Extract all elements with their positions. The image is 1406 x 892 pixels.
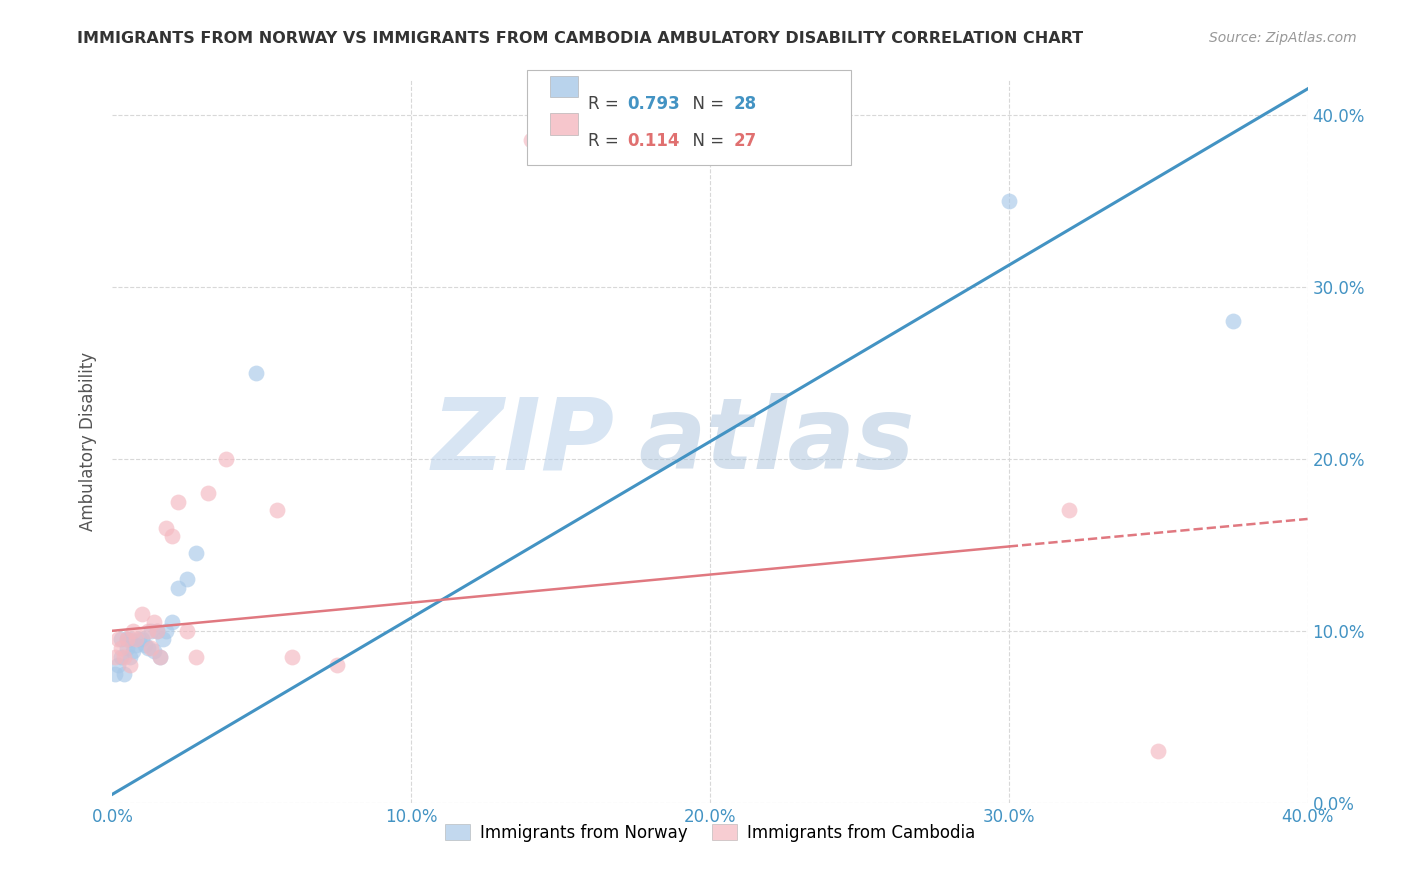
Point — [998, 194, 1021, 208]
Point — [186, 546, 208, 560]
Point — [245, 366, 267, 380]
Text: N =: N = — [682, 95, 730, 112]
Text: N =: N = — [682, 132, 730, 150]
Point — [325, 658, 347, 673]
Point — [266, 503, 288, 517]
Point — [146, 624, 169, 638]
Point — [114, 666, 135, 681]
Point — [104, 666, 127, 681]
Point — [162, 615, 183, 630]
Text: 27: 27 — [734, 132, 758, 150]
Text: ZIP: ZIP — [432, 393, 614, 490]
Text: R =: R = — [588, 95, 624, 112]
Text: R =: R = — [588, 132, 628, 150]
Point — [155, 624, 177, 638]
Point — [149, 649, 172, 664]
Point — [120, 632, 142, 647]
Point — [122, 644, 145, 658]
Point — [143, 615, 166, 630]
Legend: Immigrants from Norway, Immigrants from Cambodia: Immigrants from Norway, Immigrants from … — [437, 817, 983, 848]
Point — [131, 607, 153, 621]
Point — [146, 624, 169, 638]
Point — [281, 649, 304, 664]
Point — [107, 658, 129, 673]
Point — [107, 632, 129, 647]
Point — [162, 529, 183, 543]
Y-axis label: Ambulatory Disability: Ambulatory Disability — [79, 352, 97, 531]
Point — [138, 624, 160, 638]
Text: 0.793: 0.793 — [627, 95, 681, 112]
Point — [167, 581, 190, 595]
Point — [117, 632, 139, 647]
Text: Source: ZipAtlas.com: Source: ZipAtlas.com — [1209, 31, 1357, 45]
Point — [110, 640, 132, 655]
Point — [120, 649, 142, 664]
Point — [186, 649, 208, 664]
Point — [520, 133, 543, 147]
Point — [117, 640, 139, 655]
Text: IMMIGRANTS FROM NORWAY VS IMMIGRANTS FROM CAMBODIA AMBULATORY DISABILITY CORRELA: IMMIGRANTS FROM NORWAY VS IMMIGRANTS FRO… — [77, 31, 1084, 46]
Text: atlas: atlas — [638, 393, 915, 490]
Point — [152, 632, 174, 647]
Point — [128, 632, 150, 647]
Point — [1222, 314, 1244, 328]
Point — [141, 624, 163, 638]
Point — [122, 624, 145, 638]
Point — [117, 632, 139, 647]
Point — [110, 632, 132, 647]
Point — [120, 658, 142, 673]
Point — [197, 486, 219, 500]
Point — [167, 494, 190, 508]
Point — [125, 638, 148, 652]
Point — [143, 644, 166, 658]
Point — [1147, 744, 1170, 758]
Point — [114, 649, 135, 664]
Point — [149, 649, 172, 664]
Point — [176, 624, 198, 638]
Text: 0.114: 0.114 — [627, 132, 679, 150]
Text: 28: 28 — [734, 95, 756, 112]
Point — [215, 451, 238, 466]
Point — [104, 649, 127, 664]
Point — [1057, 503, 1080, 517]
Point — [138, 640, 160, 655]
Point — [131, 632, 153, 647]
Point — [110, 649, 132, 664]
Point — [134, 638, 156, 652]
Point — [176, 572, 198, 586]
Point — [141, 640, 163, 655]
Point — [125, 632, 148, 647]
Point — [155, 520, 177, 534]
